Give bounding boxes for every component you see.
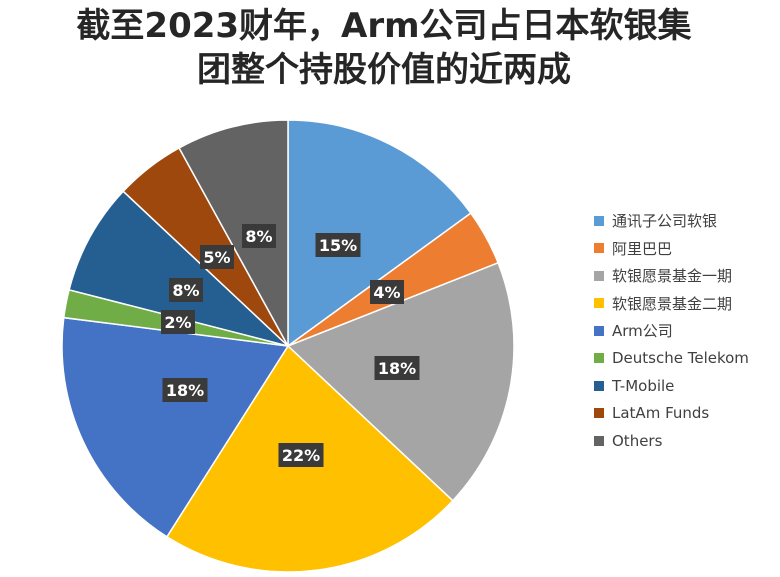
data-label-6: 2% — [161, 310, 195, 334]
data-label-box — [374, 356, 420, 380]
legend-label: 软银愿景基金一期 — [612, 267, 733, 286]
legend-item-2: 阿里巴巴 — [594, 235, 749, 263]
legend-item-1: 通讯子公司软银 — [594, 207, 749, 235]
data-label-text: 2% — [164, 313, 191, 332]
data-label-1: 15% — [315, 233, 361, 257]
data-label-7: 8% — [169, 278, 203, 302]
legend-label: 通讯子公司软银 — [612, 212, 718, 231]
data-label-text: 8% — [245, 227, 272, 246]
data-label-box — [315, 233, 361, 257]
legend-label: Others — [612, 431, 663, 450]
data-label-text: 18% — [378, 359, 416, 378]
data-label-box — [278, 443, 324, 467]
pie-slice-1 — [287, 119, 472, 348]
legend-swatch — [594, 270, 604, 281]
data-label-text: 4% — [373, 283, 400, 302]
legend-item-5: Arm公司 — [594, 317, 749, 345]
legend-item-4: 软银愿景基金二期 — [594, 290, 749, 318]
data-label-box — [162, 378, 208, 402]
legend-swatch — [594, 408, 604, 419]
chart-legend: 通讯子公司软银 阿里巴巴软银愿景基金一期 软银愿景基金二期 Arm公司 Deutsche… — [594, 207, 749, 455]
legend-swatch — [594, 215, 604, 226]
legend-swatch — [594, 380, 604, 391]
data-label-9: 8% — [242, 224, 276, 248]
data-label-text: 15% — [319, 236, 357, 255]
legend-item-9: Others — [594, 427, 749, 455]
legend-item-8: LatAm Funds — [594, 400, 749, 428]
data-label-box — [200, 245, 234, 269]
chart-title-line-2: 团整个持股价值的近两成 — [197, 50, 571, 90]
data-label-text: 18% — [166, 381, 204, 400]
legend-item-7: T-Mobile — [594, 372, 749, 400]
legend-swatch — [594, 435, 604, 446]
data-label-5: 18% — [162, 378, 208, 402]
data-label-box — [242, 224, 276, 248]
chart-title-line-1: 截至2023财年，Arm公司占日本软银集 — [76, 6, 692, 46]
legend-label: LatAm Funds — [612, 404, 710, 423]
pie-slice-3 — [286, 261, 515, 502]
legend-label: 阿里巴巴 — [612, 239, 673, 258]
pie-slice-5 — [61, 316, 290, 538]
data-label-text: 5% — [203, 248, 230, 267]
data-label-text: 22% — [282, 446, 320, 465]
legend-swatch — [594, 243, 604, 254]
data-label-box — [161, 310, 195, 334]
legend-item-6: Deutsche Telekom — [594, 345, 749, 373]
legend-label: T-Mobile — [612, 376, 675, 395]
data-label-text: 8% — [172, 281, 199, 300]
data-label-3: 18% — [374, 356, 420, 380]
legend-label: Arm公司 — [612, 322, 673, 341]
legend-swatch — [594, 298, 604, 309]
data-label-2: 4% — [370, 280, 404, 304]
legend-swatch — [594, 325, 604, 336]
data-label-box — [370, 280, 404, 304]
pie-slice-9 — [178, 119, 289, 347]
pie-slice-7 — [68, 190, 289, 347]
legend-label: Deutsche Telekom — [612, 349, 749, 368]
legend-label: 软银愿景基金二期 — [612, 294, 733, 313]
chart-title: 截至2023财年，Arm公司占日本软银集 团整个持股价值的近两成 — [0, 4, 768, 92]
data-label-8: 5% — [200, 245, 234, 269]
legend-item-3: 软银愿景基金一期 — [594, 262, 749, 290]
data-label-4: 22% — [278, 443, 324, 467]
data-label-box — [169, 278, 203, 302]
legend-swatch — [594, 353, 604, 364]
